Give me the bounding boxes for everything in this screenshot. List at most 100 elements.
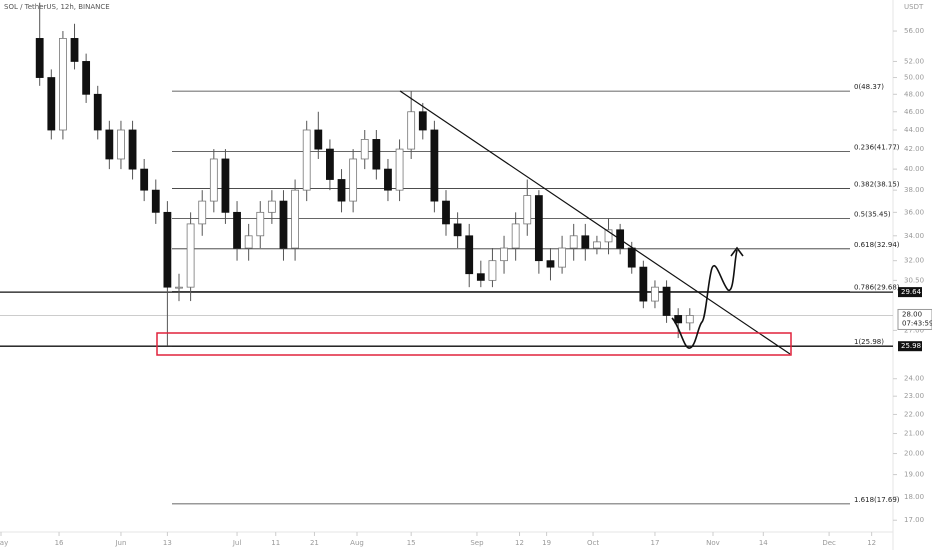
candle-body <box>523 195 532 225</box>
x-tick-label: 11 <box>271 539 280 547</box>
y-tick-label: 19.00 <box>904 471 924 479</box>
candle <box>511 212 520 261</box>
candle <box>221 149 230 224</box>
y-tick-label: 18.00 <box>904 493 924 501</box>
candle <box>581 223 590 261</box>
candle-body <box>244 235 253 249</box>
candle <box>256 201 265 249</box>
y-tick-label: 17.00 <box>904 516 924 524</box>
candle-body <box>395 148 404 191</box>
fib-label: 0.618(32.94) <box>854 241 900 249</box>
candle-body <box>685 315 694 324</box>
candle <box>70 23 79 70</box>
projection-arrowhead <box>730 246 744 257</box>
x-tick-label: Oct <box>587 539 599 547</box>
candle-body <box>198 200 207 225</box>
candle-body <box>500 247 508 262</box>
candle-body <box>384 168 392 191</box>
candle-body <box>128 129 137 170</box>
candle <box>430 120 439 213</box>
candle <box>140 158 149 202</box>
candle <box>105 120 114 170</box>
x-tick-label: 16 <box>55 539 64 547</box>
x-tick-label: Aug <box>350 539 364 547</box>
y-tick-label: 52.00 <box>904 57 924 65</box>
candle <box>488 248 497 288</box>
candle <box>267 190 276 224</box>
x-tick-label: 19 <box>542 539 551 547</box>
candle-body <box>627 247 636 268</box>
fib-label: 0.5(35.45) <box>854 211 891 219</box>
candle <box>93 85 102 140</box>
candle-body <box>569 235 578 249</box>
price-tag <box>898 341 922 352</box>
candle <box>593 235 601 255</box>
y-tick-label: 48.00 <box>904 90 924 98</box>
candle-body <box>209 158 218 202</box>
x-tick-label: 12 <box>515 539 524 547</box>
fib-label: 0.382(38.15) <box>854 181 900 189</box>
candle <box>639 260 648 309</box>
candle <box>360 129 369 170</box>
candle-body <box>372 139 381 170</box>
x-tick-label: 12 <box>867 539 876 547</box>
candle <box>453 212 462 249</box>
candle-body <box>314 129 323 150</box>
y-tick-label: 46.00 <box>904 108 924 116</box>
candle <box>209 149 218 213</box>
x-tick-label: 21 <box>310 539 319 547</box>
fib-label: 0(48.37) <box>854 83 884 91</box>
y-tick-label: 38.00 <box>904 186 924 194</box>
y-tick-label: 30.50 <box>904 276 924 284</box>
candle <box>163 201 172 346</box>
candle <box>314 111 323 159</box>
axis-unit: USDT <box>904 3 924 11</box>
candle-body <box>221 158 230 213</box>
candle <box>500 235 508 274</box>
candle-body <box>360 139 369 160</box>
candle-body <box>302 129 311 191</box>
chart-title: SOL / TetherUS, 12h, BINANCE <box>4 3 110 11</box>
countdown-label: 07:43:59 <box>902 319 932 327</box>
y-tick-label: 56.00 <box>904 27 924 35</box>
candle-body <box>581 235 590 249</box>
candle-body <box>70 38 79 62</box>
candle-body <box>453 223 462 237</box>
candle <box>476 260 485 288</box>
support-zone <box>156 332 792 356</box>
candle-body <box>256 211 265 237</box>
candle-body <box>465 235 474 275</box>
candle <box>82 53 91 103</box>
fib-label: 0.236(41.77) <box>854 143 900 151</box>
candle <box>302 120 311 202</box>
price-tag-label: 29.64 <box>901 288 922 296</box>
x-tick-label: Sep <box>470 539 484 547</box>
x-tick-label: 15 <box>407 539 416 547</box>
candle-body <box>163 211 172 288</box>
y-tick-label: 42.00 <box>904 145 924 153</box>
candle <box>465 223 474 288</box>
price-tag <box>898 287 922 298</box>
candle-body <box>279 200 288 249</box>
y-tick-label: 34.00 <box>904 232 924 240</box>
candle <box>233 201 241 261</box>
y-tick-label: 50.00 <box>904 74 924 82</box>
candle-body <box>267 200 276 213</box>
candle-body <box>186 223 195 288</box>
candle <box>395 139 404 202</box>
candle <box>151 179 160 224</box>
y-tick-label: 44.00 <box>904 126 924 134</box>
y-tick-label: 21.00 <box>904 430 924 438</box>
candle <box>523 179 532 236</box>
candle <box>337 169 346 213</box>
candle-body <box>291 189 299 249</box>
candle-body <box>82 61 91 95</box>
candle-body <box>117 129 125 160</box>
candle <box>569 223 578 261</box>
y-tick-label: 23.00 <box>904 392 924 400</box>
y-tick-label: 22.00 <box>904 410 924 418</box>
candle <box>372 129 381 180</box>
candle-body <box>430 129 439 202</box>
